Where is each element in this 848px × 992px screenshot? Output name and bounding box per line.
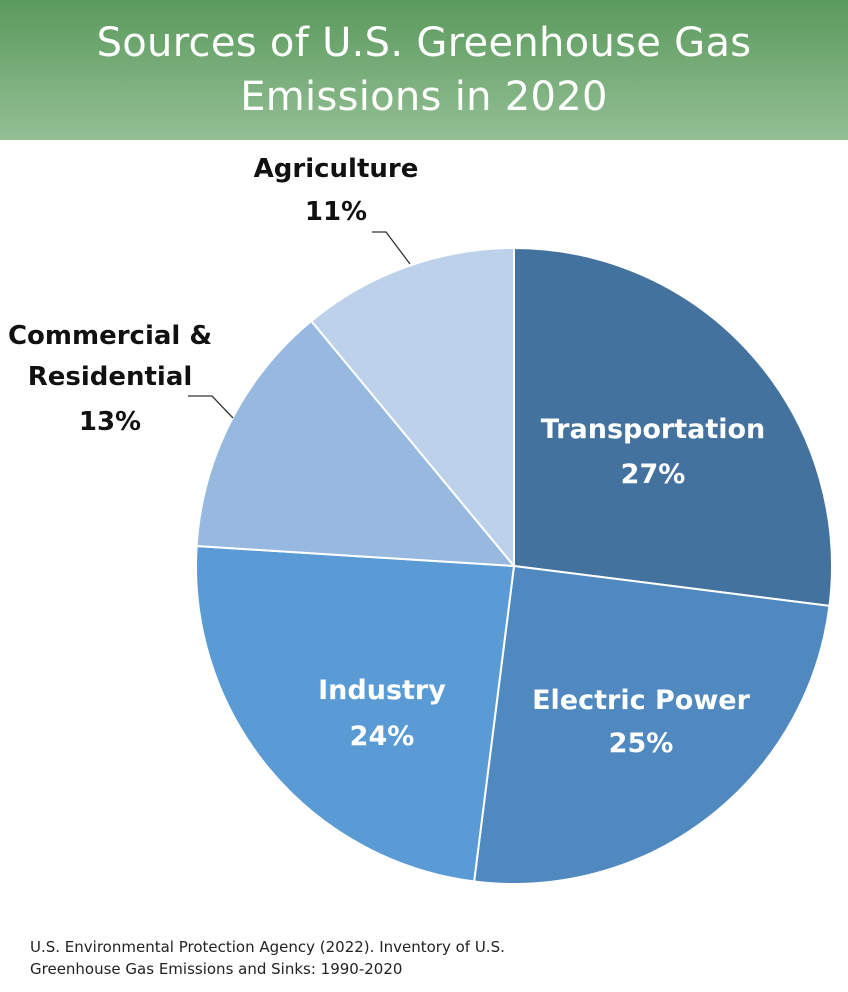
source-citation-line-2: Greenhouse Gas Emissions and Sinks: 1990…: [30, 960, 403, 978]
chart-title-line-1: Sources of U.S. Greenhouse Gas: [96, 20, 752, 66]
pie-slice-industry: [195, 544, 516, 883]
slice-label-transportation: Transportation: [541, 414, 766, 445]
pie-slice-agriculture: [309, 246, 515, 569]
slice-label-agriculture-line-1: Agriculture: [254, 154, 419, 184]
slice-value-commercial-residential: 13%: [79, 407, 141, 437]
pie-slice-electric-power: [473, 564, 831, 885]
source-citation: U.S. Environmental Protection Agency (20…: [30, 936, 650, 980]
pie-slice-commercial-residential: [195, 319, 517, 568]
slice-label-commercial-residential-line-2: Residential: [28, 362, 193, 392]
slice-value-electric-power: 25%: [609, 728, 674, 759]
slice-label-industry: Industry: [318, 675, 446, 706]
leader-line-commercial-residential: [188, 395, 234, 419]
slice-value-transportation: 27%: [621, 459, 686, 490]
leader-line-agriculture: [372, 231, 411, 265]
chart-title-line-2: Emissions in 2020: [240, 74, 608, 120]
pie-slice-transportation: [513, 246, 833, 607]
slice-value-agriculture: 11%: [305, 197, 367, 227]
source-citation-line-1: U.S. Environmental Protection Agency (20…: [30, 938, 505, 956]
chart-title-banner: Sources of U.S. Greenhouse Gas Emissions…: [0, 0, 848, 140]
slice-value-industry: 24%: [350, 721, 415, 752]
slice-label-electric-power: Electric Power: [532, 685, 750, 716]
slice-label-commercial-residential-line-1: Commercial &: [8, 321, 212, 351]
